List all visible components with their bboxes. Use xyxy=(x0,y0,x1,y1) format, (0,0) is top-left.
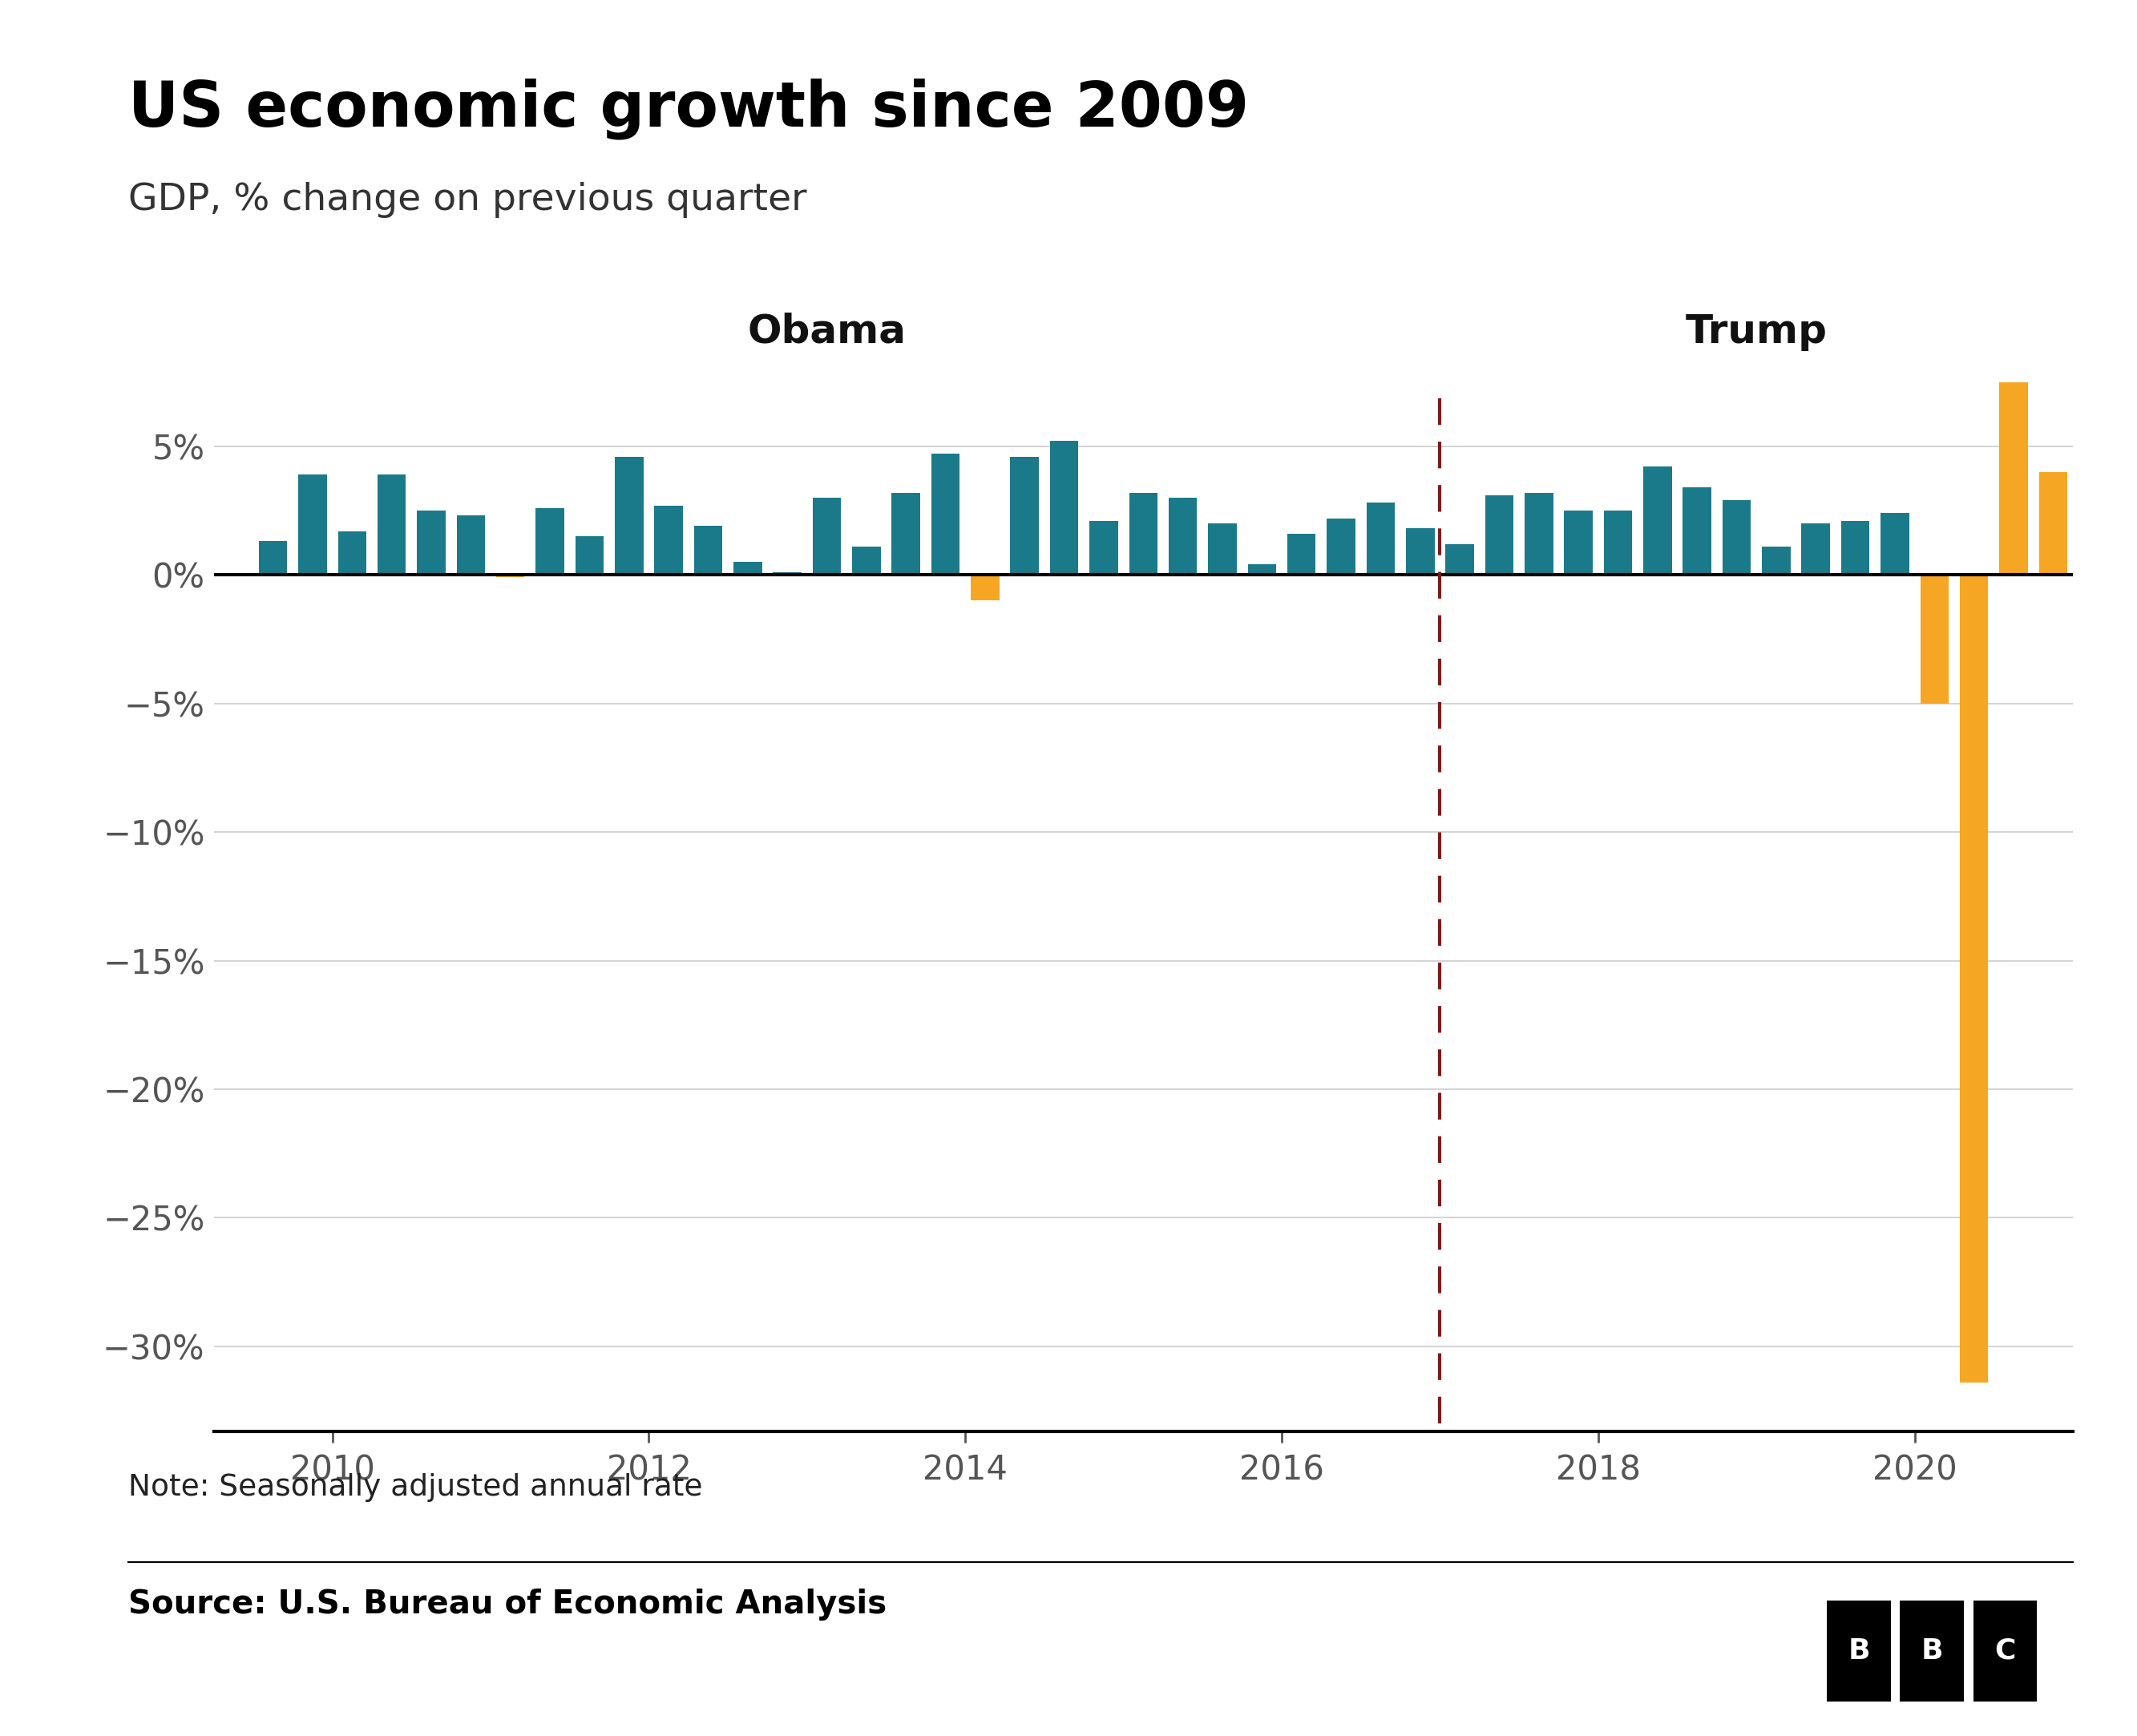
Bar xyxy=(2039,472,2066,575)
Bar xyxy=(1090,521,1118,575)
Bar xyxy=(1049,441,1079,575)
Bar xyxy=(1406,528,1434,575)
Bar xyxy=(299,474,327,575)
Bar xyxy=(1763,547,1791,575)
Bar xyxy=(970,575,1000,601)
Bar xyxy=(1445,543,1475,575)
Bar xyxy=(1801,523,1829,575)
Bar xyxy=(891,493,921,575)
Bar xyxy=(1128,493,1158,575)
Bar xyxy=(1921,575,1949,703)
Bar xyxy=(812,498,842,575)
Bar xyxy=(1722,500,1750,575)
Text: Note: Seasonally adjusted annual rate: Note: Seasonally adjusted annual rate xyxy=(128,1472,703,1502)
Bar xyxy=(853,547,880,575)
Bar xyxy=(575,536,605,575)
FancyBboxPatch shape xyxy=(1827,1601,1891,1701)
Text: Source: U.S. Bureau of Economic Analysis: Source: U.S. Bureau of Economic Analysis xyxy=(128,1588,887,1620)
Text: GDP, % change on previous quarter: GDP, % change on previous quarter xyxy=(128,182,808,219)
FancyBboxPatch shape xyxy=(1972,1601,2037,1701)
Bar xyxy=(1366,503,1395,575)
Bar xyxy=(417,510,444,575)
Bar xyxy=(338,531,365,575)
Text: B: B xyxy=(1921,1637,1943,1665)
Bar xyxy=(1207,523,1237,575)
Bar xyxy=(1485,495,1513,575)
Bar xyxy=(259,542,286,575)
Text: US economic growth since 2009: US economic growth since 2009 xyxy=(128,78,1248,139)
Bar xyxy=(774,573,801,575)
Text: C: C xyxy=(1994,1637,2015,1665)
Bar xyxy=(1643,467,1671,575)
FancyBboxPatch shape xyxy=(1900,1601,1964,1701)
Bar xyxy=(1881,514,1908,575)
Bar xyxy=(1842,521,1870,575)
Bar xyxy=(378,474,406,575)
Bar xyxy=(2000,382,2028,575)
Text: Obama: Obama xyxy=(748,312,906,351)
Bar xyxy=(1603,510,1633,575)
Bar xyxy=(695,526,722,575)
Text: Trump: Trump xyxy=(1686,312,1827,351)
Bar xyxy=(1169,498,1197,575)
Bar xyxy=(1682,488,1712,575)
Text: B: B xyxy=(1849,1637,1870,1665)
Bar xyxy=(1564,510,1592,575)
Bar xyxy=(654,505,684,575)
Bar xyxy=(1286,533,1316,575)
Bar xyxy=(1248,564,1276,575)
Bar xyxy=(1327,519,1355,575)
Bar xyxy=(1524,493,1554,575)
Bar xyxy=(1011,457,1039,575)
Bar xyxy=(733,562,763,575)
Bar xyxy=(932,453,960,575)
Bar xyxy=(496,575,524,578)
Bar xyxy=(615,457,643,575)
Bar xyxy=(1960,575,1987,1382)
Bar xyxy=(457,516,485,575)
Bar xyxy=(536,509,564,575)
